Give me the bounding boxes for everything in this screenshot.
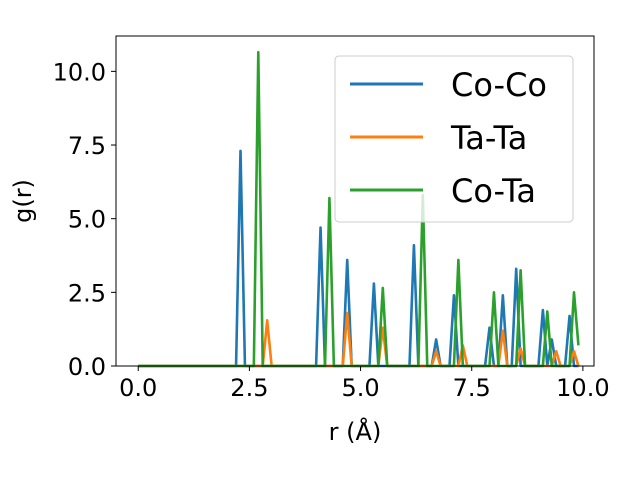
legend-label-ta-ta: Ta-Ta [450, 119, 527, 157]
plot-area [115, 35, 595, 368]
axes-frame [115, 35, 595, 367]
legend-box [334, 55, 574, 223]
x-tick-label: 2.5 [230, 374, 268, 402]
legend-label-co-co: Co-Co [451, 66, 547, 104]
y-tick-label: 5.0 [68, 206, 106, 234]
y-tick-label: 10.0 [53, 58, 106, 86]
legend-label-co-ta: Co-Ta [451, 172, 536, 210]
legend: Co-Co Ta-Ta Co-Ta [334, 55, 574, 223]
x-tick-label: 0.0 [119, 374, 157, 402]
y-tick-label: 7.5 [68, 132, 106, 160]
y-axis-label: g(r) [9, 179, 37, 223]
x-tick-label: 7.5 [453, 374, 491, 402]
x-axis-label: r (Å) [329, 417, 382, 446]
x-tick-label: 10.0 [556, 374, 609, 402]
legend-items: Co-Co Ta-Ta Co-Ta [350, 66, 547, 210]
y-tick-label: 2.5 [68, 279, 106, 307]
y-tick-label: 0.0 [68, 353, 106, 381]
y-axis: 0.0 2.5 5.0 7.5 10.0 [53, 58, 116, 381]
x-axis: 0.0 2.5 5.0 7.5 10.0 [119, 366, 610, 402]
x-tick-label: 5.0 [341, 374, 379, 402]
